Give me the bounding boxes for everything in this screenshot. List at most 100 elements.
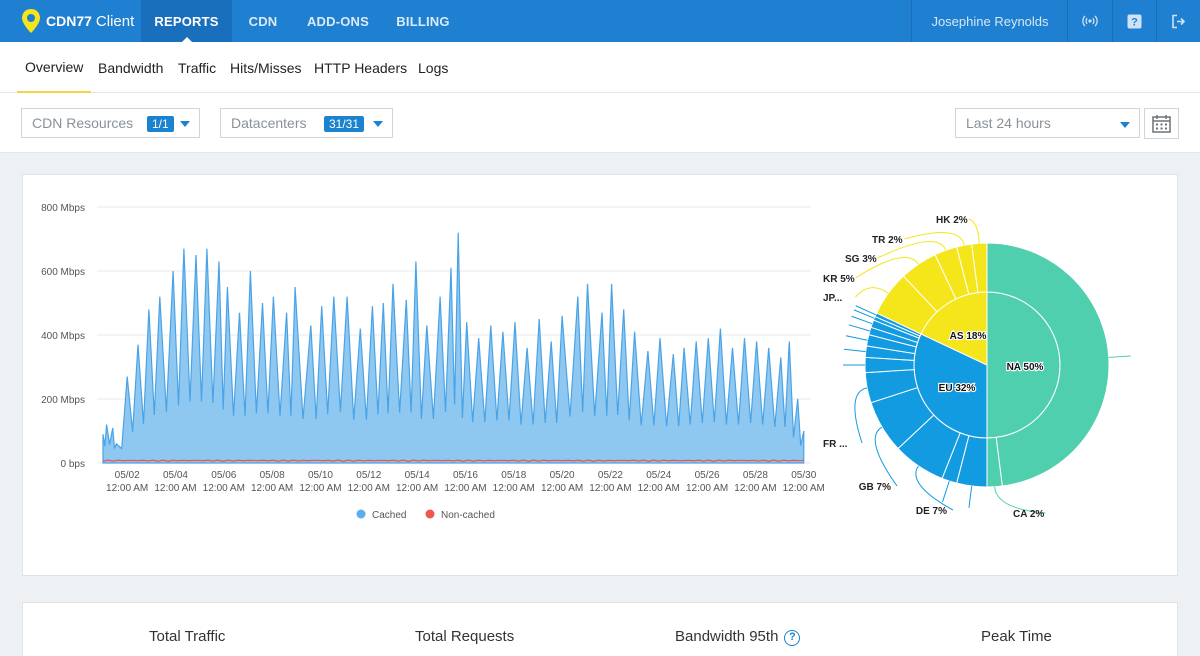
x-tick-date-label: 05/02 [115, 470, 140, 481]
pie-connector-line [845, 335, 868, 341]
x-tick-time-label: 12:00 AM [493, 483, 535, 494]
stat-bandwidth-95th-label: Bandwidth 95th [675, 628, 779, 645]
pie-connector-line [1108, 355, 1131, 358]
x-tick-time-label: 12:00 AM [203, 483, 245, 494]
tab-hits-misses[interactable]: Hits/Misses [230, 59, 302, 76]
x-tick-time-label: 12:00 AM [251, 483, 293, 494]
pie-connector-line [968, 218, 980, 244]
legend-label: Cached [372, 510, 406, 521]
nav-reports[interactable]: REPORTS [141, 0, 232, 42]
x-tick-date-label: 05/06 [211, 470, 236, 481]
x-tick-time-label: 12:00 AM [589, 483, 631, 494]
period-select[interactable]: Last 24 hours [955, 108, 1140, 138]
y-tick-label: 400 Mbps [41, 331, 85, 342]
x-tick-date-label: 05/26 [695, 470, 720, 481]
x-tick-date-label: 05/28 [743, 470, 768, 481]
stat-bandwidth-95th: Bandwidth 95th? [675, 628, 801, 646]
broadcast-icon[interactable] [1068, 0, 1112, 42]
stat-total-requests-label: Total Requests [415, 628, 515, 645]
stat-peak-time-label: Peak Time [981, 628, 1052, 645]
tab-http-headers[interactable]: HTTP Headers [314, 59, 408, 76]
x-tick-date-label: 05/16 [453, 470, 478, 481]
tab-bandwidth[interactable]: Bandwidth [98, 59, 164, 76]
pie-outer-label: CA 2% [1013, 509, 1044, 520]
pie-inner-label: NA 50% [1007, 362, 1044, 373]
pie-outer-slice [971, 242, 988, 294]
period-value: Last 24 hours [966, 115, 1051, 131]
tab-logs[interactable]: Logs [418, 59, 449, 76]
pie-connector-line [855, 257, 919, 279]
pie-connector-line [968, 485, 973, 508]
x-tick-time-label: 12:00 AM [734, 483, 776, 494]
chevron-down-icon [1120, 122, 1130, 128]
svg-text:?: ? [1131, 16, 1138, 28]
tab-overview[interactable]: Overview [17, 42, 92, 93]
tab-traffic[interactable]: Traffic [178, 59, 217, 76]
help-icon[interactable]: ? [784, 630, 801, 646]
x-tick-time-label: 12:00 AM [444, 483, 486, 494]
nav-billing[interactable]: BILLING [396, 13, 450, 29]
datacenters-select[interactable]: Datacenters 31/31 [220, 108, 393, 138]
legend-label: Non-cached [441, 510, 495, 521]
x-tick-date-label: 05/30 [791, 470, 816, 481]
x-tick-time-label: 12:00 AM [396, 483, 438, 494]
top-divider [1067, 0, 1068, 42]
x-tick-time-label: 12:00 AM [106, 483, 148, 494]
help-icon[interactable]: ? [1112, 0, 1156, 42]
y-tick-label: 800 Mbps [41, 203, 85, 214]
nav-cdn[interactable]: CDN [248, 13, 278, 29]
pie-connector-line [855, 287, 889, 298]
x-tick-date-label: 05/14 [405, 470, 430, 481]
legend-marker-non-cached [425, 509, 435, 519]
nav-add-ons[interactable]: ADD-ONS [306, 13, 370, 29]
chevron-down-icon [373, 121, 383, 127]
cdn-resources-count-badge: 1/1 [147, 116, 174, 132]
pie-connector-line [855, 305, 877, 316]
filter-bar: CDN Resources 1/1 Datacenters 31/31 Last… [0, 93, 1200, 153]
x-tick-time-label: 12:00 AM [348, 483, 390, 494]
x-tick-date-label: 05/12 [356, 470, 381, 481]
series-non-cached-line [102, 459, 804, 463]
datacenters-count-badge: 31/31 [324, 116, 365, 132]
pie-outer-label: SG 3% [845, 254, 877, 265]
pie-connector-line [904, 232, 965, 246]
x-tick-time-label: 12:00 AM [638, 483, 680, 494]
x-tick-date-label: 05/10 [308, 470, 333, 481]
pie-inner-label: EU 32% [939, 383, 976, 394]
x-tick-time-label: 12:00 AM [154, 483, 196, 494]
x-tick-date-label: 05/18 [501, 470, 526, 481]
calendar-icon [1152, 115, 1171, 133]
top-divider [1156, 0, 1157, 42]
pie-connector-line [942, 480, 950, 503]
logout-icon[interactable] [1156, 0, 1200, 42]
stats-summary-card: Total Traffic Total Requests Bandwidth 9… [22, 602, 1178, 656]
calendar-button[interactable] [1144, 108, 1179, 139]
pie-connector-line [874, 426, 898, 487]
cdn-resources-select[interactable]: CDN Resources 1/1 [21, 108, 200, 138]
x-tick-time-label: 12:00 AM [686, 483, 728, 494]
top-bar: CDN77 Client REPORTS CDN ADD-ONS BILLING… [0, 0, 1200, 42]
pie-outer-label: JP... [823, 293, 842, 304]
x-tick-time-label: 12:00 AM [783, 483, 825, 494]
stat-total-traffic-label: Total Traffic [149, 628, 226, 645]
pie-outer-label: DE 7% [916, 506, 947, 517]
pie-connector-line [854, 387, 868, 444]
y-tick-label: 0 bps [61, 459, 85, 470]
pie-inner-label: AS 18% [950, 331, 987, 342]
brand-client-label: Client [95, 12, 135, 30]
pie-outer-slice [986, 242, 1110, 487]
series-cached-area [102, 232, 805, 464]
brand-name: CDN77 [46, 13, 92, 29]
logo[interactable]: CDN77 Client [20, 8, 134, 34]
x-tick-time-label: 12:00 AM [299, 483, 341, 494]
user-name[interactable]: Josephine Reynolds [931, 13, 1049, 29]
x-tick-date-label: 05/08 [260, 470, 285, 481]
pie-connector-line [994, 486, 1046, 514]
traffic-overview-card: 0 bps 200 Mbps 400 Mbps 600 Mbps 800 Mbps 05/… [22, 174, 1178, 576]
y-tick-label: 200 Mbps [41, 395, 85, 406]
x-tick-date-label: 05/24 [646, 470, 671, 481]
pie-connector-line [851, 315, 873, 325]
pie-outer-label: KR 5% [823, 274, 855, 285]
pie-connector-line [843, 348, 866, 353]
traffic-charts: 0 bps 200 Mbps 400 Mbps 600 Mbps 800 Mbps 05/… [41, 203, 1131, 521]
